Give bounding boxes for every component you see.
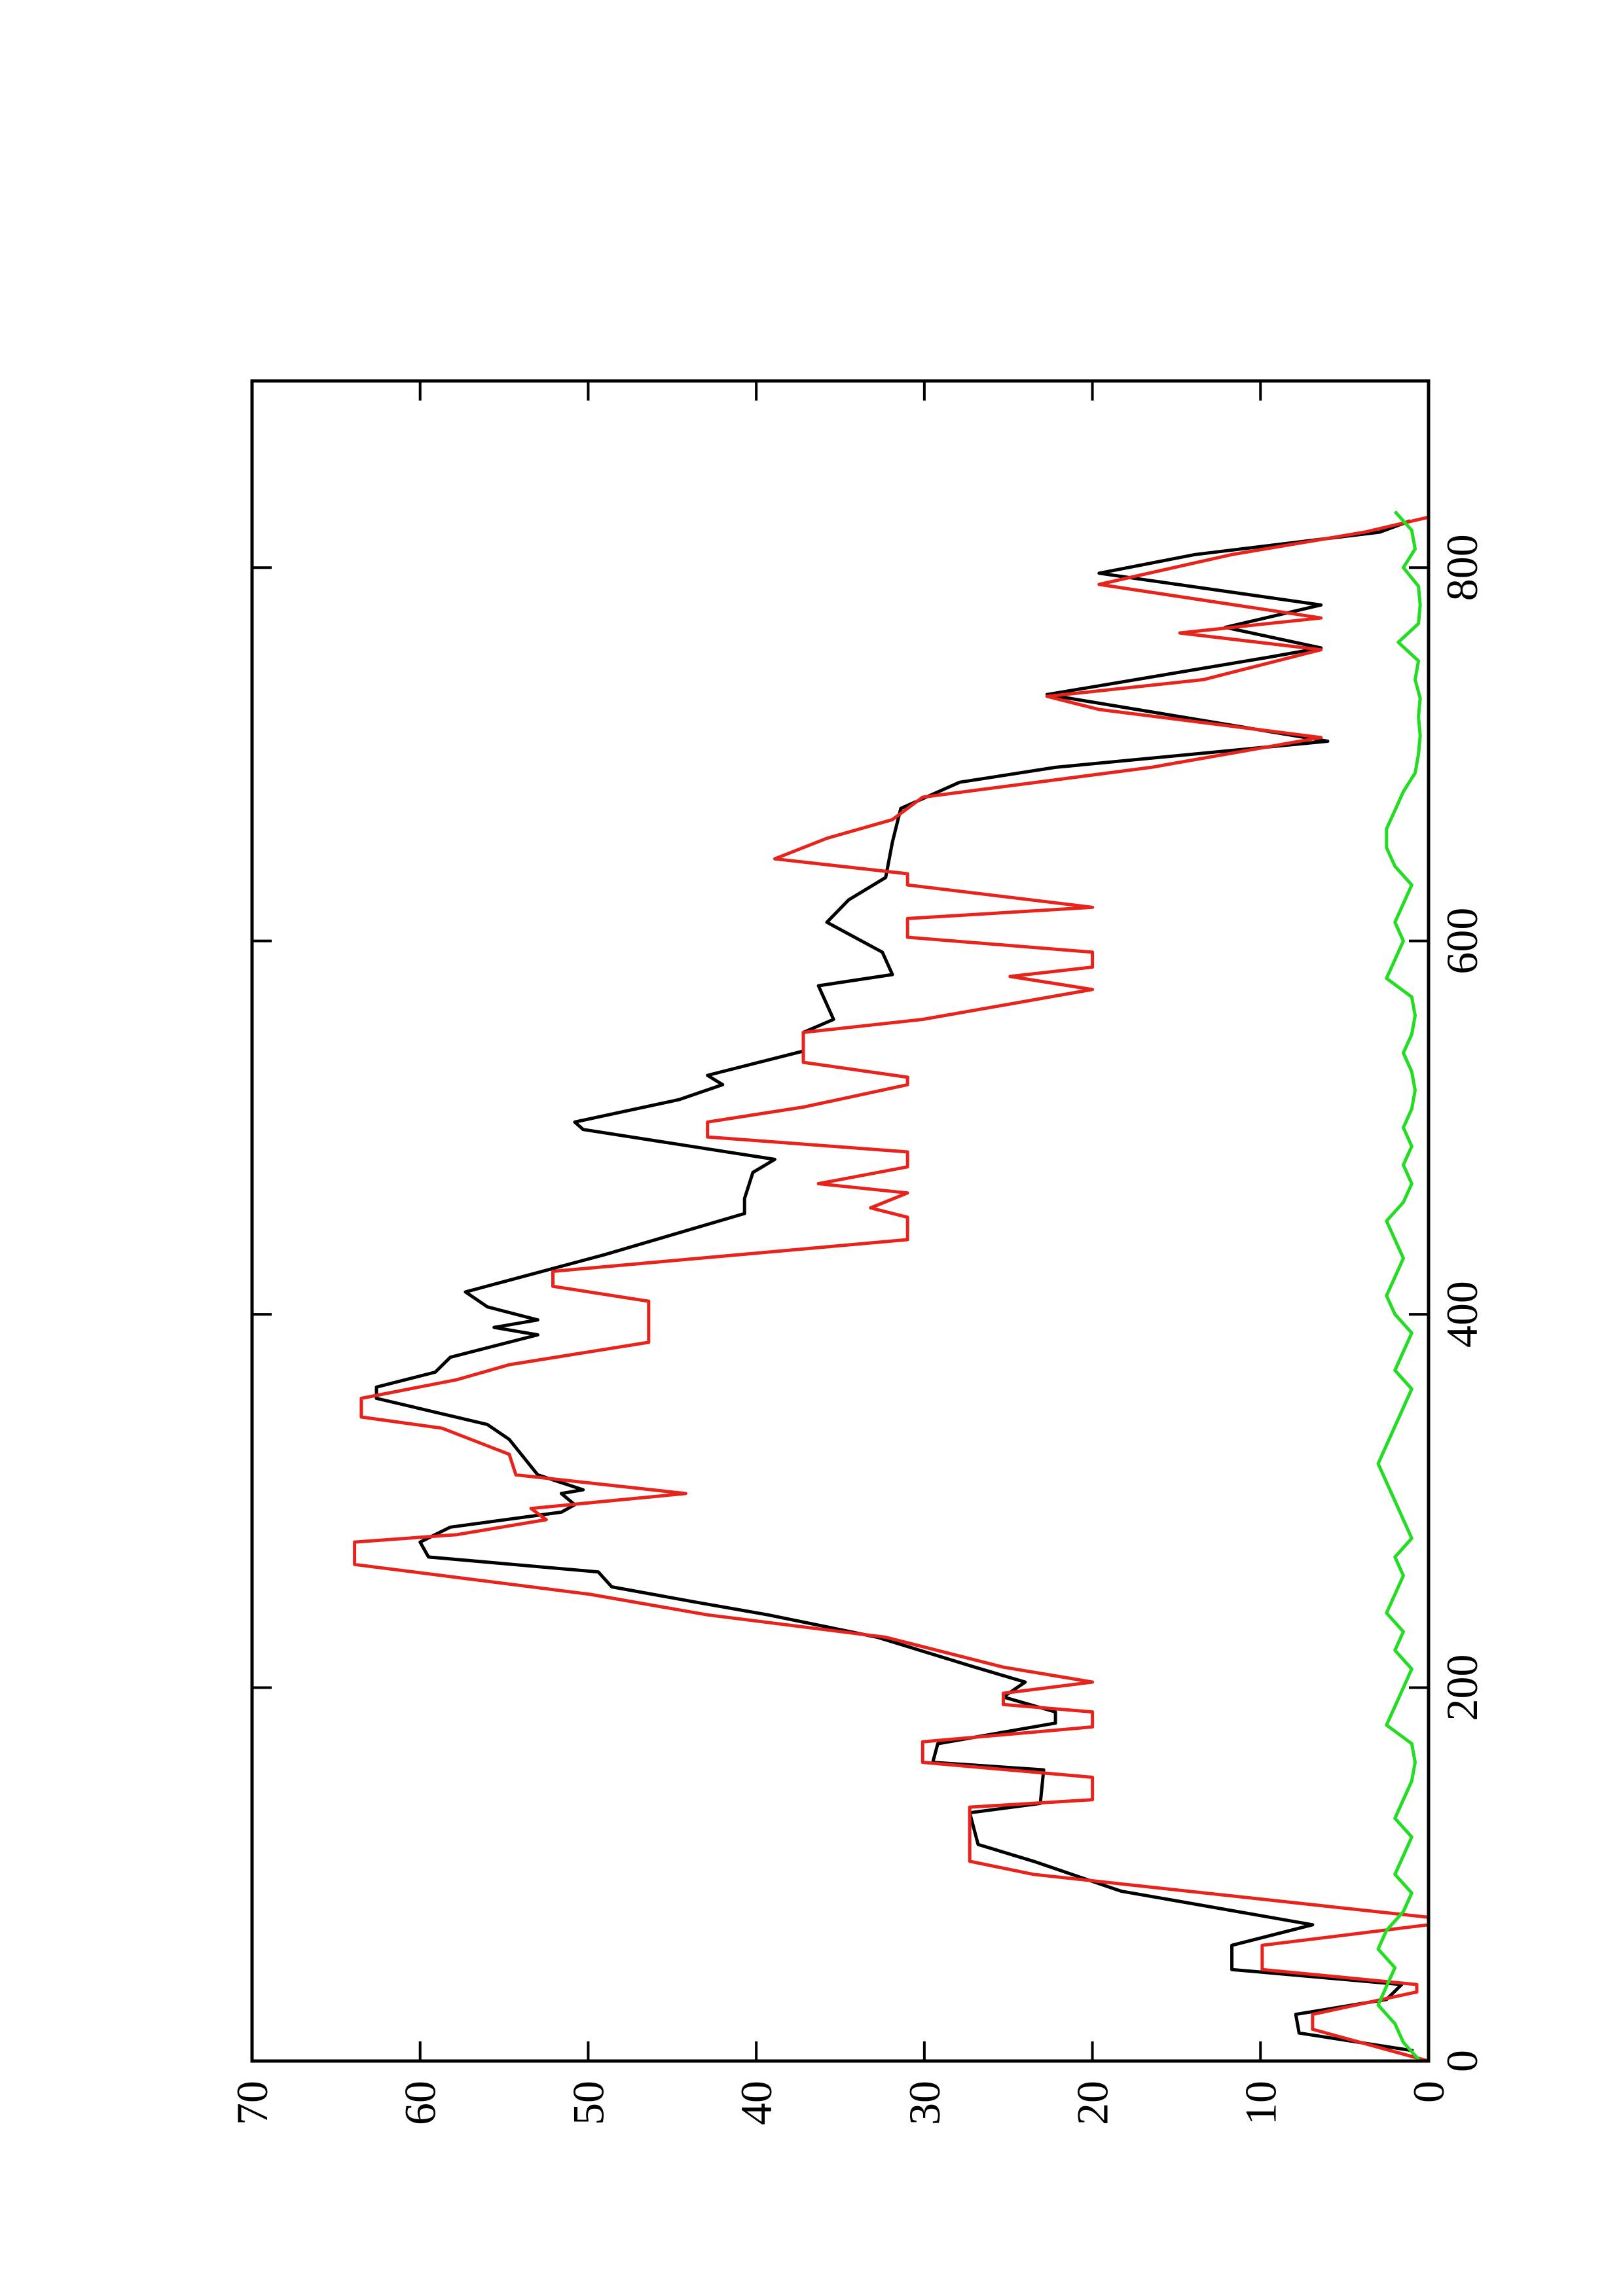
plot-frame: [250, 379, 1431, 2063]
y-tick-label: 40: [731, 2081, 781, 2125]
y-tick-label: 70: [227, 2081, 277, 2125]
y-tick-label: 30: [900, 2081, 949, 2125]
x-tick-label: 600: [1437, 908, 1487, 975]
data-line: [1376, 511, 1422, 2062]
x-tick-label: 200: [1437, 1655, 1487, 1721]
x-tick-label: 0: [1437, 2050, 1487, 2072]
data-line: [374, 519, 1414, 2053]
x-tick-label: 800: [1437, 534, 1487, 601]
y-tick-label: 50: [563, 2081, 613, 2125]
y-tick-label: 10: [1235, 2081, 1285, 2125]
y-tick-label: 60: [395, 2081, 445, 2125]
y-tick-label: 0: [1404, 2081, 1453, 2103]
y-tick-label: 20: [1068, 2081, 1118, 2125]
x-tick-label: 400: [1437, 1281, 1487, 1348]
data-line: [353, 515, 1431, 2063]
